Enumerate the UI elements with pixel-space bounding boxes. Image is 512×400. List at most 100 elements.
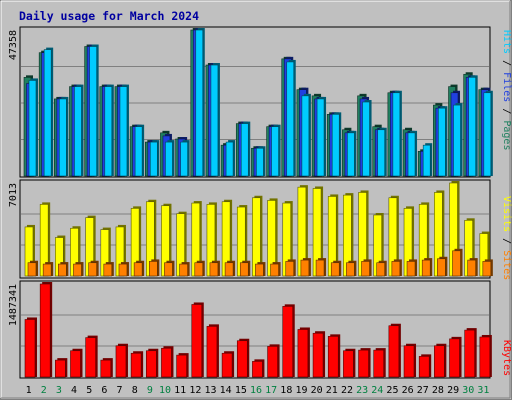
x-tick-label: 6 xyxy=(101,385,107,396)
bar-hits-day-14 xyxy=(225,141,234,177)
bar-kbytes-day-15 xyxy=(236,340,248,378)
bar-hits-day-28 xyxy=(438,107,446,177)
x-tick-label: 23 xyxy=(356,385,368,396)
bar-hits-day-30 xyxy=(468,77,476,177)
x-tick-label: 11 xyxy=(174,385,186,396)
bar-hits-day-9 xyxy=(149,141,158,177)
bar-hits-day-10 xyxy=(165,141,173,177)
x-tick-label: 1 xyxy=(26,385,32,396)
bar-kbytes-day-21 xyxy=(327,336,339,378)
bar-kbytes-day-20 xyxy=(312,332,324,378)
bar-sites-day-7 xyxy=(118,263,128,277)
legend-kbytes: KBytes xyxy=(501,340,512,376)
x-tick-label: 22 xyxy=(341,385,353,396)
panel-hits-files-pages: 47358 Hits / Files / Pages xyxy=(8,26,512,178)
bar-sites-day-2 xyxy=(42,263,52,277)
x-tick-label: 30 xyxy=(462,385,474,396)
x-axis-day-labels: 1 2 3 4 5 6 7 8 9 10 11 12 13 14 15 16 17 18 19 20 21 22 23 24 2… xyxy=(26,385,490,396)
bar-sites-day-21 xyxy=(330,262,340,277)
panel-3-bars xyxy=(24,282,492,378)
bar-hits-day-21 xyxy=(331,114,340,177)
x-tick-label: 19 xyxy=(295,385,307,396)
bar-sites-day-26 xyxy=(406,261,416,277)
bar-sites-day-8 xyxy=(133,262,143,277)
bar-hits-day-16 xyxy=(256,147,264,177)
bar-hits-day-3 xyxy=(59,98,67,177)
bar-kbytes-day-14 xyxy=(221,352,233,378)
bar-sites-day-23 xyxy=(361,261,370,277)
bar-kbytes-day-26 xyxy=(403,345,415,378)
bar-hits-day-23 xyxy=(362,101,370,177)
bar-hits-day-31 xyxy=(483,92,492,177)
bar-hits-day-11 xyxy=(180,141,188,177)
panel-2-ymax: 7013 xyxy=(8,183,19,207)
bar-kbytes-day-25 xyxy=(388,325,400,378)
panel-2-legend: Visits / Sites xyxy=(501,196,512,280)
bar-kbytes-day-9 xyxy=(145,350,157,378)
bar-sites-day-24 xyxy=(376,262,386,277)
bar-hits-day-7 xyxy=(119,86,128,177)
bar-kbytes-day-10 xyxy=(161,347,172,378)
bar-sites-day-25 xyxy=(391,261,401,277)
chart-title: Daily usage for March 2024 xyxy=(19,9,199,23)
bar-sites-day-28 xyxy=(437,258,446,277)
panel-1-legend: Hits / Files / Pages xyxy=(501,30,512,150)
bar-sites-day-17 xyxy=(270,263,279,277)
bar-kbytes-day-16 xyxy=(252,361,263,378)
x-tick-label: 3 xyxy=(56,385,62,396)
x-tick-label: 12 xyxy=(189,385,201,396)
legend-hits: Hits xyxy=(501,30,512,54)
bar-kbytes-day-13 xyxy=(206,326,218,378)
bar-kbytes-day-29 xyxy=(449,338,460,378)
bar-kbytes-day-8 xyxy=(130,352,142,378)
bar-sites-day-20 xyxy=(315,259,325,277)
x-tick-label: 5 xyxy=(86,385,92,396)
bar-kbytes-day-31 xyxy=(479,336,491,378)
bar-kbytes-day-24 xyxy=(373,349,385,378)
x-tick-label: 26 xyxy=(402,385,414,396)
bar-sites-day-3 xyxy=(58,263,67,277)
bar-hits-day-13 xyxy=(210,64,219,177)
bar-sites-day-11 xyxy=(179,263,188,277)
bar-sites-day-31 xyxy=(482,261,492,277)
x-tick-label: 15 xyxy=(235,385,247,396)
bar-hits-day-2 xyxy=(43,49,52,177)
x-tick-label: 9 xyxy=(147,385,153,396)
x-tick-label: 20 xyxy=(311,385,323,396)
bar-sites-day-30 xyxy=(467,259,476,277)
bar-kbytes-day-17 xyxy=(267,346,278,378)
bar-sites-day-15 xyxy=(239,262,249,277)
x-tick-label: 16 xyxy=(250,385,262,396)
bar-hits-day-1 xyxy=(28,80,37,177)
x-tick-label: 21 xyxy=(326,385,338,396)
x-tick-label: 2 xyxy=(41,385,47,396)
bar-sites-day-16 xyxy=(255,263,264,277)
bar-hits-day-12 xyxy=(195,29,204,177)
x-tick-label: 29 xyxy=(447,385,459,396)
bar-hits-day-8 xyxy=(134,126,143,177)
bar-kbytes-day-23 xyxy=(358,349,369,378)
bar-kbytes-day-1 xyxy=(24,319,36,378)
bar-hits-day-5 xyxy=(89,46,97,177)
x-tick-label: 13 xyxy=(204,385,216,396)
bar-kbytes-day-30 xyxy=(464,329,475,378)
bar-hits-day-15 xyxy=(240,123,249,177)
bar-sites-day-1 xyxy=(27,262,37,277)
legend-pages: Pages xyxy=(501,120,512,150)
bar-sites-day-10 xyxy=(164,262,173,277)
x-tick-label: 24 xyxy=(371,385,383,396)
x-tick-label: 27 xyxy=(417,385,429,396)
legend-files: Files xyxy=(501,72,512,102)
bar-kbytes-day-3 xyxy=(55,359,66,378)
bar-hits-day-24 xyxy=(377,129,386,177)
bar-sites-day-27 xyxy=(421,259,431,277)
bar-sites-day-6 xyxy=(103,263,113,277)
bar-kbytes-day-11 xyxy=(176,354,187,378)
panel-2-bars xyxy=(24,181,493,277)
x-tick-label: 14 xyxy=(220,385,232,396)
bar-kbytes-day-27 xyxy=(418,356,430,378)
bar-kbytes-day-6 xyxy=(100,359,112,378)
bar-hits-day-19 xyxy=(301,95,310,177)
bar-sites-day-22 xyxy=(346,262,355,277)
